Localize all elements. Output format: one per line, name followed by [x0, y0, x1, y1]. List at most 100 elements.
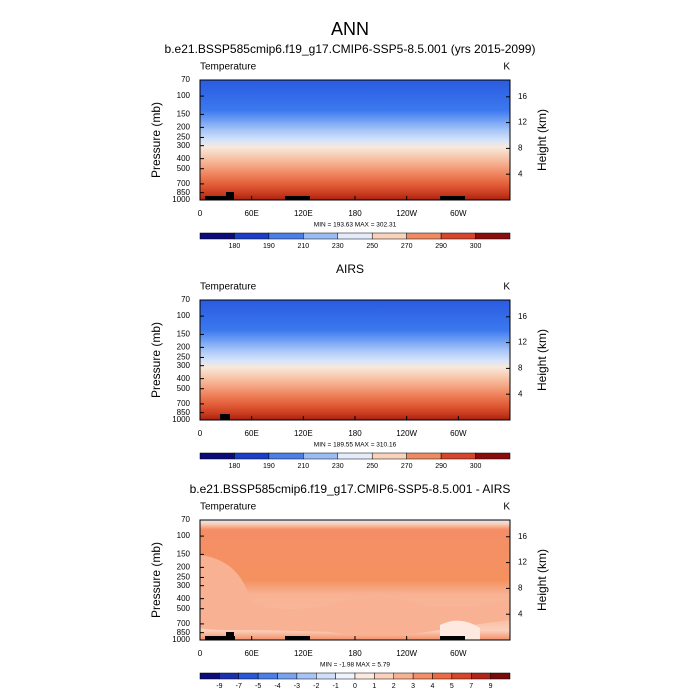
y-tick-label: 1000 — [172, 195, 190, 204]
y-tick-label: 850 — [177, 408, 191, 417]
colorbar-box — [199, 232, 235, 240]
y-tick-label: 700 — [177, 619, 191, 628]
colorbar-box — [354, 672, 375, 680]
colorbar-box — [234, 232, 270, 240]
colorbar-box — [199, 672, 220, 680]
colorbar-box — [268, 232, 304, 240]
colorbar-label: 290 — [435, 243, 447, 250]
y-tick-label: 400 — [177, 154, 191, 163]
colorbar-box — [199, 452, 235, 460]
y-axis-label: Pressure (mb) — [149, 322, 163, 398]
x-tick-label: 120W — [396, 649, 417, 658]
colorbar-box — [337, 232, 373, 240]
colorbar-box — [475, 452, 511, 460]
y2-tick-label: 12 — [518, 558, 527, 567]
colorbar-box — [451, 672, 472, 680]
x-tick-label: 60E — [245, 209, 259, 218]
colorbar-box — [303, 452, 339, 460]
right-label: K — [503, 282, 510, 293]
x-tick-label: 60W — [450, 649, 467, 658]
left-label: Temperature — [200, 502, 257, 513]
y-tick-label: 300 — [177, 581, 191, 590]
colorbar-label: 9 — [489, 683, 493, 690]
colorbar-label: 180 — [229, 463, 241, 470]
y-tick-label: 500 — [177, 164, 191, 173]
y2-tick-label: 8 — [518, 363, 523, 372]
right-label: K — [503, 62, 510, 73]
x-tick-label: 0 — [198, 429, 203, 438]
colorbar-label: 7 — [469, 683, 473, 690]
y-tick-label: 150 — [177, 550, 191, 559]
y2-tick-label: 16 — [518, 92, 527, 101]
colorbar-box — [471, 672, 491, 680]
colorbar-label: 210 — [297, 243, 309, 250]
x-tick-label: 180 — [348, 429, 362, 438]
colorbar-label: 4 — [431, 683, 435, 690]
colorbar-box — [337, 452, 373, 460]
y-tick-label: 250 — [177, 573, 191, 582]
colorbar-label: 180 — [229, 243, 241, 250]
colorbar-label: 230 — [332, 463, 344, 470]
colorbar-label: -4 — [274, 683, 280, 690]
x-tick-label: 0 — [198, 649, 203, 658]
colorbar-label: -2 — [313, 683, 319, 690]
y-tick-label: 100 — [177, 531, 191, 540]
colorbar-label: 290 — [435, 463, 447, 470]
y-tick-label: 700 — [177, 399, 191, 408]
y-tick-label: 100 — [177, 91, 191, 100]
colorbar-box — [219, 672, 239, 680]
x-tick-label: 180 — [348, 649, 362, 658]
colorbar-label: -1 — [333, 683, 339, 690]
x-tick-label: 120E — [294, 649, 313, 658]
colorbar-label: -7 — [236, 683, 242, 690]
colorbar-label: 0 — [353, 683, 357, 690]
colorbar-box — [475, 232, 511, 240]
y-tick-label: 200 — [177, 562, 191, 571]
colorbar-label: 190 — [263, 243, 275, 250]
colorbar-box — [371, 232, 407, 240]
colorbar-label: 1 — [372, 683, 376, 690]
y2-axis-label: Height (km) — [535, 549, 549, 611]
y-tick-label: 200 — [177, 122, 191, 131]
colorbar-label: 300 — [470, 463, 482, 470]
colorbar-box — [234, 452, 270, 460]
field-1 — [200, 80, 510, 200]
y-tick-label: 70 — [181, 515, 190, 524]
y-tick-label: 250 — [177, 133, 191, 142]
colorbar-label: 5 — [450, 683, 454, 690]
x-tick-label: 0 — [198, 209, 203, 218]
left-label: Temperature — [200, 62, 257, 73]
y2-tick-label: 8 — [518, 143, 523, 152]
y-tick-label: 700 — [177, 179, 191, 188]
stats: MIN = 189.55 MAX = 310.16 — [314, 442, 397, 449]
colorbar-box — [303, 232, 339, 240]
y-tick-label: 300 — [177, 141, 191, 150]
colorbar-label: 210 — [297, 463, 309, 470]
y-tick-label: 150 — [177, 110, 191, 119]
x-tick-label: 120E — [294, 429, 313, 438]
x-tick-label: 60W — [450, 429, 467, 438]
colorbar-label: -9 — [216, 683, 222, 690]
colorbar-box — [277, 672, 298, 680]
y2-tick-label: 16 — [518, 532, 527, 541]
panel-title: b.e21.BSSP585cmip6.f19_g17.CMIP6-SSP5-8.… — [165, 42, 536, 56]
colorbar-label: 2 — [392, 683, 396, 690]
colorbar-box — [257, 672, 278, 680]
y2-tick-label: 4 — [518, 609, 523, 618]
colorbar-box — [393, 672, 414, 680]
y-tick-label: 1000 — [172, 635, 190, 644]
colorbar-box — [268, 452, 304, 460]
y-tick-label: 150 — [177, 330, 191, 339]
y-tick-label: 850 — [177, 188, 191, 197]
colorbar-box — [335, 672, 356, 680]
y-axis-label: Pressure (mb) — [149, 102, 163, 178]
y2-tick-label: 8 — [518, 583, 523, 592]
y-tick-label: 200 — [177, 342, 191, 351]
panel-title: AIRS — [336, 262, 364, 276]
colorbar-label: -5 — [255, 683, 261, 690]
colorbar-label: 270 — [401, 243, 413, 250]
field-2 — [200, 300, 510, 420]
left-label: Temperature — [200, 282, 257, 293]
stats: MIN = -1.98 MAX = 5.79 — [320, 662, 390, 669]
colorbar-box — [296, 672, 317, 680]
